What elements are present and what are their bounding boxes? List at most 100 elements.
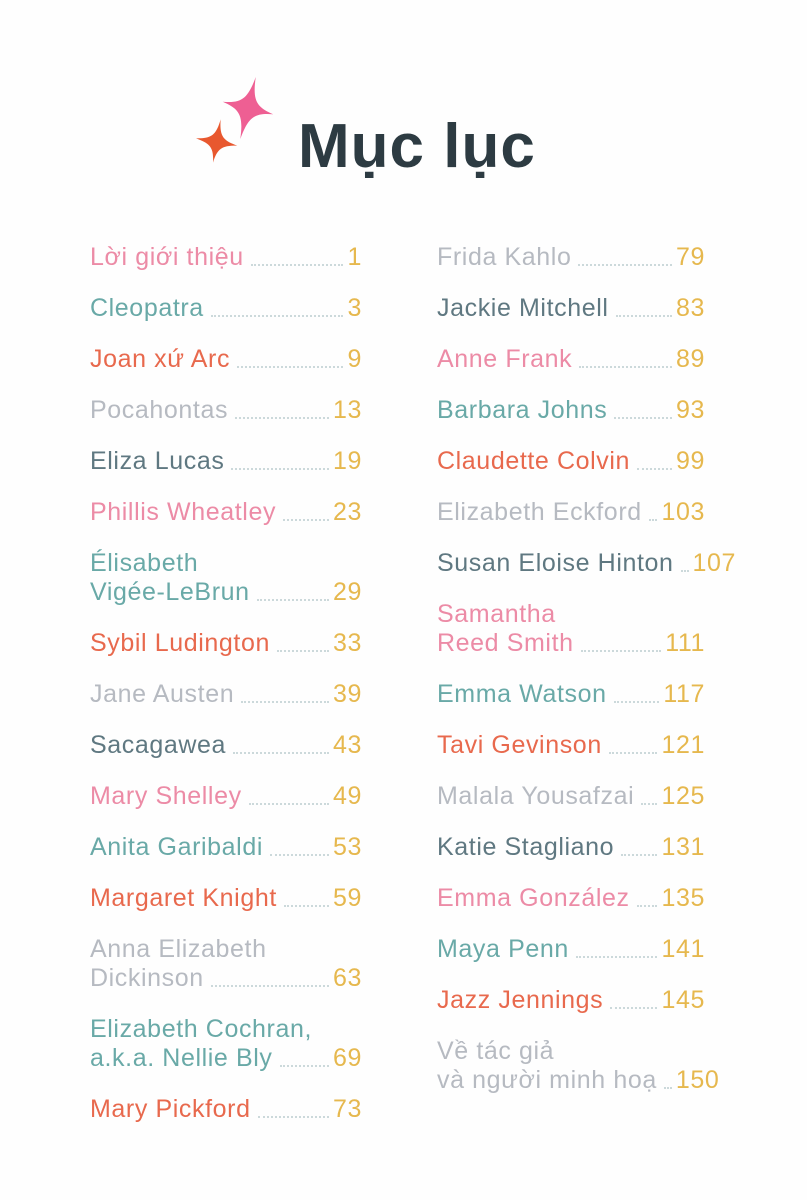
toc-entry-name: Élisabeth [90, 549, 199, 577]
toc-entry: Samantha Reed Smith 111 [437, 600, 705, 658]
toc-entry-name: Phillis Wheatley [90, 498, 277, 526]
dotted-leader [575, 956, 658, 958]
toc-entry: Frida Kahlo 79 [437, 243, 705, 272]
toc-entry-name: Katie Stagliano [437, 833, 615, 861]
toc-entry-name: Anne Frank [437, 345, 573, 373]
toc-entry-name: Jane Austen [90, 680, 235, 708]
dotted-leader [621, 854, 658, 856]
toc-entry: Claudette Colvin 99 [437, 447, 705, 476]
toc-entry-name: Vigée-LeBrun [90, 578, 250, 606]
sparkle-pink-icon [222, 76, 274, 140]
toc-entry-name: Claudette Colvin [437, 447, 631, 475]
toc-entry-name: Mary Pickford [90, 1095, 251, 1123]
sparkle-orange-icon [195, 119, 238, 163]
toc-entry-page: 1 [347, 243, 362, 271]
toc-entry-page: 53 [332, 833, 362, 861]
toc-entry-name: Reed Smith [437, 629, 574, 657]
toc-entry: Jackie Mitchell 83 [437, 294, 705, 323]
toc-entry-name: Anna Elizabeth [90, 935, 267, 963]
dotted-leader [636, 905, 658, 907]
dotted-leader [613, 701, 660, 703]
dotted-leader [580, 650, 662, 652]
toc-entry-page: 150 [675, 1066, 720, 1094]
dotted-leader [235, 417, 329, 419]
dotted-leader [283, 519, 329, 521]
toc-entry: Barbara Johns 93 [437, 396, 705, 425]
dotted-leader [614, 417, 672, 419]
toc-entry-name: Maya Penn [437, 935, 569, 963]
toc-entry-page: 23 [332, 498, 362, 526]
toc-entry: Phillis Wheatley 23 [90, 498, 362, 527]
dotted-leader [269, 854, 329, 856]
dotted-leader [578, 264, 672, 266]
dotted-leader [248, 803, 329, 805]
toc-entry-name: a.k.a. Nellie Bly [90, 1044, 273, 1072]
toc-entry-page: 49 [332, 782, 362, 810]
dotted-leader [257, 1116, 329, 1118]
toc-entry-page: 117 [663, 680, 705, 708]
toc-entry: Jane Austen 39 [90, 680, 362, 709]
toc-entry-name: Anita Garibaldi [90, 833, 263, 861]
toc-entry-name: Emma Watson [437, 680, 607, 708]
toc-entry: Mary Shelley 49 [90, 782, 362, 811]
dotted-leader [237, 366, 344, 368]
toc-entry: Elizabeth Eckford 103 [437, 498, 705, 527]
toc-entry-page: 29 [332, 578, 362, 606]
dotted-leader [279, 1065, 329, 1067]
toc-entry-page: 33 [332, 629, 362, 657]
toc-entry: Anna Elizabeth Dickinson 63 [90, 935, 362, 993]
toc-entry-page: 107 [692, 549, 737, 577]
toc-entry-name: Cleopatra [90, 294, 204, 322]
toc-entry: Emma González 135 [437, 884, 705, 913]
toc-column-right: Frida Kahlo 79 Jackie Mitchell 83 Anne Fra… [437, 243, 735, 1117]
toc-entry: Anne Frank 89 [437, 345, 705, 374]
toc-entry: Emma Watson 117 [437, 680, 705, 709]
page-title: Mục lục [298, 112, 536, 181]
toc-entry-page: 13 [332, 396, 362, 424]
title-block: Mục lục [0, 0, 807, 210]
toc-entry-page: 99 [675, 447, 705, 475]
toc-entry: Katie Stagliano 131 [437, 833, 705, 862]
toc-entry-name: Tavi Gevinson [437, 731, 602, 759]
toc-entry: Elizabeth Cochran, a.k.a. Nellie Bly 69 [90, 1015, 362, 1073]
dotted-leader [210, 315, 344, 317]
toc-entry-name: Jackie Mitchell [437, 294, 609, 322]
toc-entry: Susan Eloise Hinton 107 [437, 549, 735, 578]
toc-entry: Anita Garibaldi 53 [90, 833, 362, 862]
toc-entry-name: Malala Yousafzai [437, 782, 635, 810]
toc-entry: Joan xứ Arc 9 [90, 345, 362, 374]
toc-entry: Lời giới thiệu 1 [90, 243, 362, 272]
dotted-leader [680, 570, 689, 572]
dotted-leader [610, 1007, 658, 1009]
toc-entry-page: 59 [332, 884, 362, 912]
dotted-leader [256, 599, 329, 601]
toc-entry: Sybil Ludington 33 [90, 629, 362, 658]
toc-entry-name: Samantha [437, 600, 556, 628]
dotted-leader [276, 650, 329, 652]
toc-entry: Cleopatra 3 [90, 294, 362, 323]
toc-entry-page: 83 [675, 294, 705, 322]
toc-entry-name: Margaret Knight [90, 884, 277, 912]
toc-entry-name: Lời giới thiệu [90, 243, 244, 271]
toc-entry-page: 131 [661, 833, 705, 861]
toc-entry-name: Eliza Lucas [90, 447, 225, 475]
toc-entry-page: 135 [661, 884, 705, 912]
toc-entry-page: 19 [332, 447, 362, 475]
dotted-leader [210, 985, 329, 987]
dotted-leader [231, 468, 329, 470]
toc-entry-name: Emma González [437, 884, 630, 912]
toc-entry-page: 125 [661, 782, 705, 810]
toc-entry-page: 79 [675, 243, 705, 271]
toc-entry: Pocahontas 13 [90, 396, 362, 425]
toc-entry: Tavi Gevinson 121 [437, 731, 705, 760]
dotted-leader [608, 752, 658, 754]
dotted-leader [241, 701, 329, 703]
dotted-leader [250, 264, 344, 266]
toc-entry-name: Barbara Johns [437, 396, 608, 424]
toc-entry-page: 73 [332, 1095, 362, 1123]
dotted-leader [283, 905, 329, 907]
toc-entry-name: và người minh hoạ [437, 1066, 657, 1094]
dotted-leader [663, 1087, 672, 1089]
toc-entry-page: 111 [665, 629, 705, 657]
toc-entry-page: 103 [661, 498, 705, 526]
